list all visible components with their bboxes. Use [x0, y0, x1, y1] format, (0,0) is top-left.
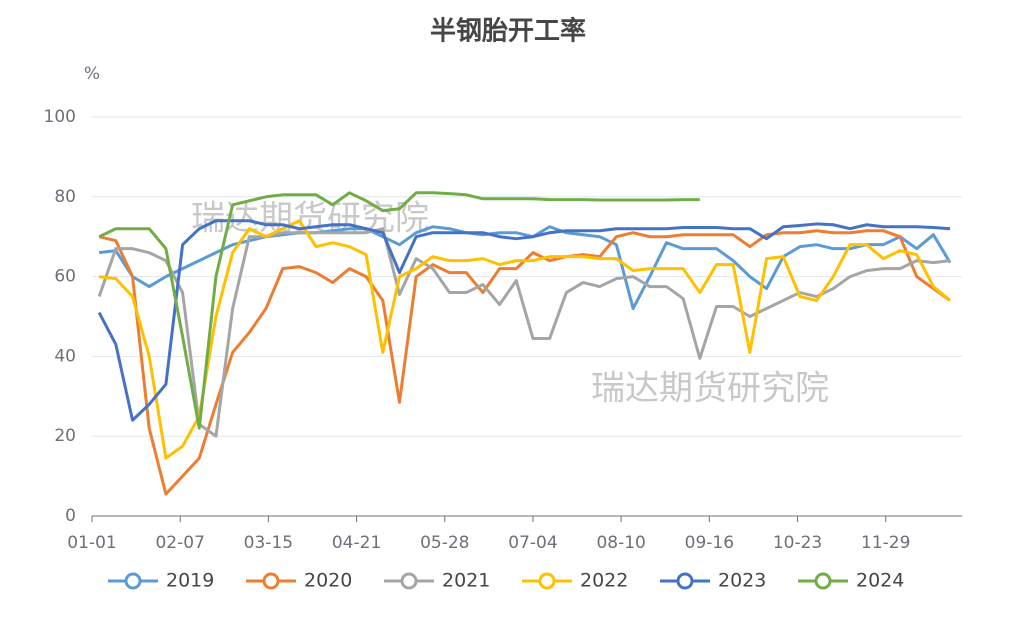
legend-marker [262, 572, 280, 590]
legend-marker [814, 572, 832, 590]
series-line [97, 219, 951, 422]
x-tick-label: 02-07 [155, 533, 204, 553]
legend-marker [538, 572, 556, 590]
x-tick-label: 03-15 [244, 533, 293, 553]
legend-label: 2020 [304, 570, 352, 592]
watermark: 瑞达期货研究院 [591, 369, 829, 409]
x-tick-label: 01-01 [67, 533, 116, 553]
y-tick-label: 40 [54, 346, 76, 366]
legend-label: 2023 [718, 570, 766, 592]
legend-label: 2019 [166, 570, 214, 592]
y-tick-label: 80 [54, 187, 76, 207]
series-line [97, 227, 951, 438]
legend-label: 2021 [442, 570, 490, 592]
legend-label: 2024 [856, 570, 904, 592]
legend-marker [400, 572, 418, 590]
x-tick-label: 10-23 [773, 533, 822, 553]
legend-marker [676, 572, 694, 590]
x-tick-label: 08-10 [596, 533, 645, 553]
x-tick-label: 09-16 [685, 533, 734, 553]
series-line [98, 191, 700, 430]
y-tick-label: 60 [54, 267, 76, 287]
chart-title: 半钢胎开工率 [430, 16, 586, 47]
legend-marker [124, 572, 142, 590]
y-tick-label: 20 [54, 426, 76, 446]
legend-label: 2022 [580, 570, 628, 592]
y-axis-unit: % [84, 64, 100, 84]
series-line [98, 219, 952, 460]
x-tick-label: 07-04 [508, 533, 557, 553]
y-tick-label: 100 [44, 107, 76, 127]
y-tick-label: 0 [65, 506, 76, 526]
x-tick-label: 11-29 [861, 533, 910, 553]
x-tick-label: 04-21 [332, 533, 381, 553]
x-tick-label: 05-28 [420, 533, 469, 553]
